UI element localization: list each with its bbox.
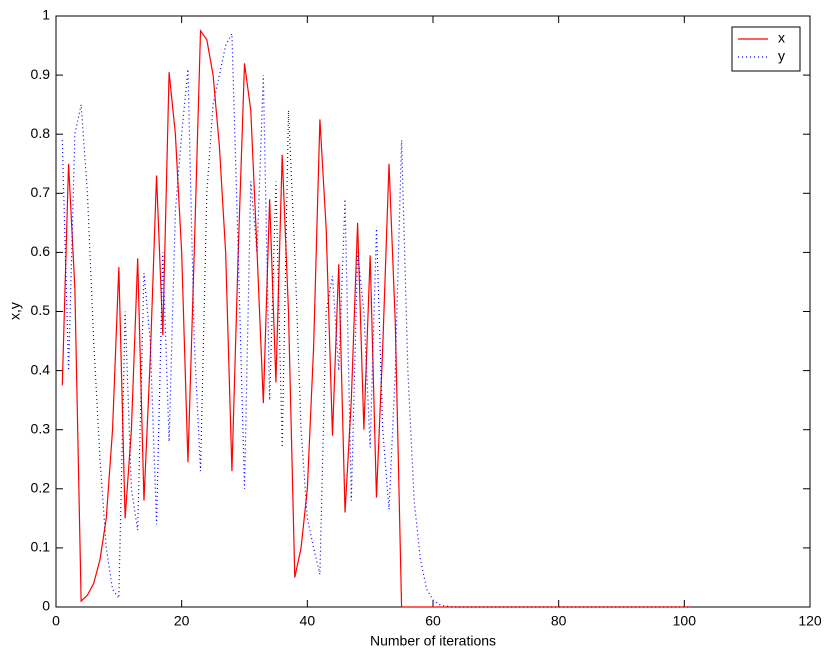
x-tick-label: 80 xyxy=(551,613,567,629)
y-tick-label: 0.4 xyxy=(31,361,51,377)
legend-label: y xyxy=(778,48,785,64)
x-tick-label: 40 xyxy=(300,613,316,629)
y-tick-label: 0.5 xyxy=(31,302,51,318)
legend-box xyxy=(731,26,801,72)
x-tick-label: 100 xyxy=(673,613,697,629)
y-tick-label: 0.3 xyxy=(31,420,51,436)
y-tick-label: 0.9 xyxy=(31,66,51,82)
x-tick-label: 20 xyxy=(174,613,190,629)
x-tick-label: 0 xyxy=(52,613,60,629)
legend-label: x xyxy=(778,30,785,46)
series-line xyxy=(61,31,691,608)
series-line xyxy=(61,28,691,608)
plot-frame xyxy=(55,15,811,608)
x-tick-label: 120 xyxy=(798,613,822,629)
y-axis-label: x,y xyxy=(7,302,23,320)
x-axis-label: Number of iterations xyxy=(370,633,496,649)
y-tick-label: 1 xyxy=(42,7,50,23)
x-tick-label: 60 xyxy=(425,613,441,629)
y-tick-label: 0.6 xyxy=(31,243,51,259)
y-tick-label: 0.8 xyxy=(31,125,51,141)
y-tick-label: 0.7 xyxy=(31,184,51,200)
y-tick-label: 0.1 xyxy=(31,539,51,555)
y-tick-label: 0 xyxy=(42,598,50,614)
y-tick-label: 0.2 xyxy=(31,480,51,496)
